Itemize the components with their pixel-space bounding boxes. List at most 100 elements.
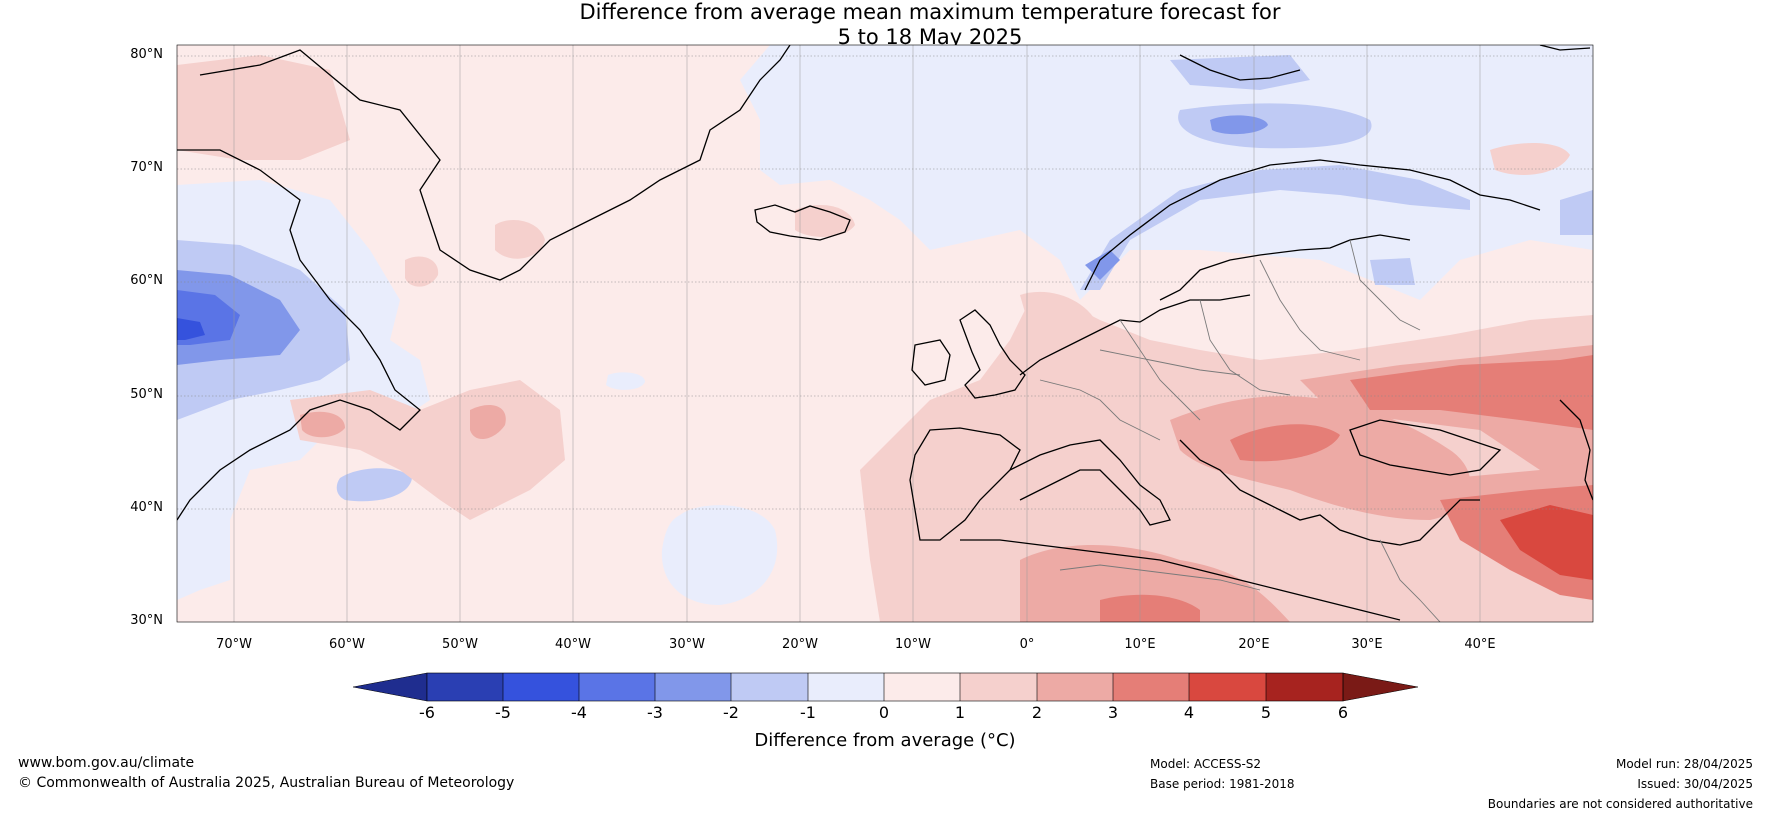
cold-region-svalbard — [1170, 55, 1310, 90]
coastline-iceland — [754, 204, 851, 241]
colorbar-bin-11 — [1189, 673, 1266, 701]
lon-label-40e: 40°E — [1464, 637, 1496, 652]
coastline-caspian — [1559, 399, 1593, 501]
lat-label-50n: 50°N — [130, 387, 163, 402]
warm-region-russia-ne — [1490, 143, 1570, 175]
coastline-labrador — [177, 149, 421, 521]
warm-region-danube — [1230, 424, 1340, 462]
coastline-iberia — [909, 427, 1021, 541]
colorbar-tick-label: 3 — [1107, 703, 1119, 722]
warm-region-greenland-w — [177, 55, 350, 160]
coastline-ireland — [911, 339, 951, 386]
colorbar-dividers — [502, 673, 1267, 701]
lat-label-60n: 60°N — [130, 273, 163, 288]
country-borders — [1039, 239, 1441, 622]
colorbar-tick-label: 4 — [1183, 703, 1195, 722]
warm-region-caucasus — [1500, 505, 1593, 580]
colorbar-label: Difference from average (°C) — [754, 730, 1016, 751]
colorbar-bin-4 — [655, 673, 731, 701]
issued-date: Issued: 30/04/2025 — [1637, 777, 1753, 791]
colorbar-frame — [426, 672, 1344, 702]
lat-label-80n: 80°N — [130, 47, 163, 62]
warm-region-algeria — [1100, 594, 1200, 622]
map-title: Difference from average mean maximum tem… — [0, 0, 1770, 50]
lon-label-50w: 50°W — [442, 637, 478, 652]
warm-region-russia-3 — [1350, 355, 1593, 430]
title-line-1: Difference from average mean maximum tem… — [579, 0, 1281, 24]
cold-region-newfoundland-south — [336, 468, 412, 502]
cold-region-midatlantic — [606, 372, 645, 390]
warm-region-greenland-e — [495, 220, 545, 259]
coastline-black-sea — [1349, 419, 1502, 476]
colorbar-tick-label: -4 — [571, 703, 587, 722]
cold-region-labrador-5 — [177, 318, 205, 340]
colorbar-bin-7 — [884, 673, 960, 701]
base-period: Base period: 1981-2018 — [1150, 777, 1295, 791]
meridians — [233, 45, 1481, 622]
colorbar-tick-label: 2 — [1031, 703, 1043, 722]
colorbar-tick-label: -1 — [800, 703, 816, 722]
lon-label-10e: 10°E — [1124, 637, 1156, 652]
colorbar-bin-6 — [808, 673, 884, 701]
lon-label-0: 0° — [1019, 637, 1035, 652]
lon-label-60w: 60°W — [329, 637, 365, 652]
coastline-britain — [959, 309, 1026, 399]
lon-label-20e: 20°E — [1238, 637, 1270, 652]
cold-region-scandinavia-2 — [1178, 103, 1372, 149]
map-plot-area — [177, 45, 1593, 622]
lat-label-40n: 40°N — [130, 500, 163, 515]
warm-region-greenland-s — [405, 256, 439, 287]
colorbar-tick-label: -6 — [419, 703, 435, 722]
colorbar-bin-5 — [731, 673, 808, 701]
cold-region-urals — [1560, 190, 1593, 235]
coastline-mediterranean — [960, 439, 1480, 621]
colorbar-tick-label: 6 — [1337, 703, 1349, 722]
lon-label-30e: 30°E — [1351, 637, 1383, 652]
colorbar-tick-label: -2 — [723, 703, 739, 722]
colorbar-bin-3 — [579, 673, 655, 701]
lon-label-10w: 10°W — [895, 637, 931, 652]
cold-region-arctic — [740, 45, 1593, 300]
warm-region-uk — [1020, 291, 1100, 342]
lon-label-40w: 40°W — [555, 637, 591, 652]
colorbar-bin-1 — [427, 673, 503, 701]
cold-region-svalbard-3 — [1210, 115, 1268, 135]
model-name: Model: ACCESS-S2 — [1150, 757, 1262, 771]
coastline-greenland — [199, 45, 791, 281]
warm-region-stlawrence — [300, 411, 345, 438]
warm-region-sahara — [1020, 545, 1290, 622]
warm-region-iceland — [795, 205, 855, 237]
colorbar-bin-9 — [1037, 673, 1113, 701]
map-frame — [176, 44, 1594, 623]
cold-region-azores — [661, 505, 778, 605]
colorbar-bin-2 — [503, 673, 579, 701]
colorbar-tick-label: 0 — [878, 703, 890, 722]
cold-region-baltic — [1370, 258, 1415, 285]
model-run-date: Model run: 28/04/2025 — [1615, 757, 1753, 771]
lon-label-30w: 30°W — [669, 637, 705, 652]
lon-label-20w: 20°W — [782, 637, 818, 652]
colorbar — [352, 672, 1419, 702]
colorbar-bin-12 — [1266, 673, 1343, 701]
colorbar-tick-label: 1 — [954, 703, 966, 722]
cold-region-norway-coast — [1080, 165, 1470, 290]
colorbar-tick-label: 5 — [1260, 703, 1272, 722]
warm-region-balkans — [1170, 396, 1471, 520]
colorbar-tick-label: -5 — [495, 703, 511, 722]
colorbar-tick-label: -3 — [647, 703, 663, 722]
colorbar-extend-high — [1342, 672, 1419, 702]
lat-label-70n: 70°N — [130, 160, 163, 175]
colorbar-bin-10 — [1113, 673, 1189, 701]
boundaries-disclaimer: Boundaries are not considered authoritat… — [1487, 797, 1753, 811]
colorbar-extend-low — [352, 672, 428, 702]
coastline-svalbard — [1179, 45, 1591, 81]
coastline-scandinavia — [1084, 159, 1541, 301]
graticule — [177, 55, 1593, 510]
lon-label-70w: 70°W — [216, 637, 252, 652]
warm-region-newfoundland-2 — [470, 405, 506, 440]
website-link[interactable]: www.bom.gov.au/climate — [18, 755, 195, 771]
lat-label-30n: 30°N — [130, 613, 163, 628]
colorbar-bin-8 — [960, 673, 1037, 701]
copyright-notice: © Commonwealth of Australia 2025, Austra… — [18, 775, 515, 791]
